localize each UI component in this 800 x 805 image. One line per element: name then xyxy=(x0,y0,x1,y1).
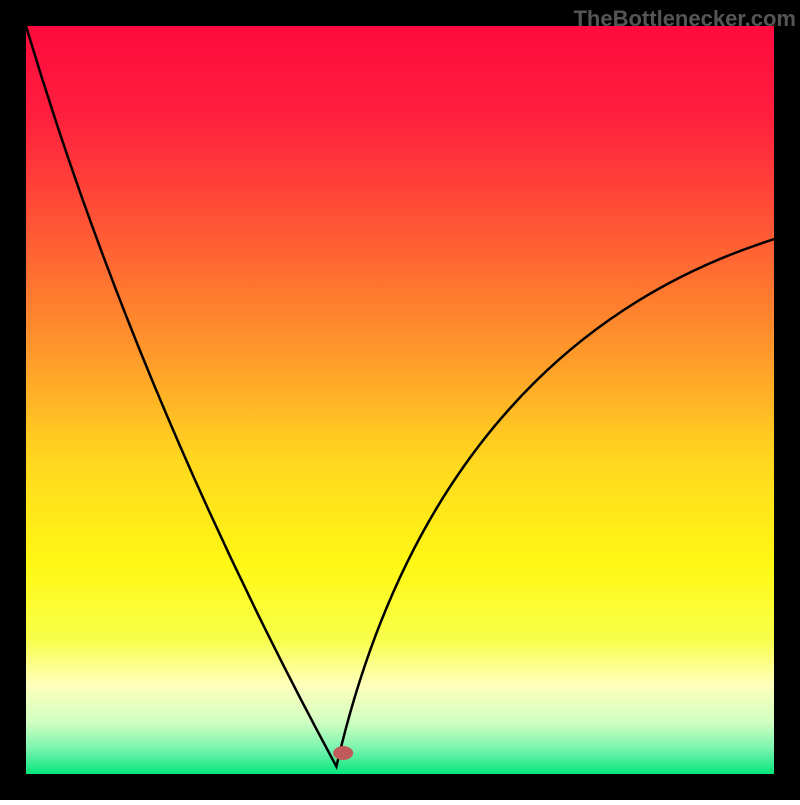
chart-container: TheBottlenecker.com xyxy=(0,0,800,800)
optimal-point-marker xyxy=(333,746,353,760)
bottleneck-chart: TheBottlenecker.com xyxy=(0,0,800,800)
chart-background xyxy=(26,26,774,774)
watermark-text: TheBottlenecker.com xyxy=(573,6,796,31)
